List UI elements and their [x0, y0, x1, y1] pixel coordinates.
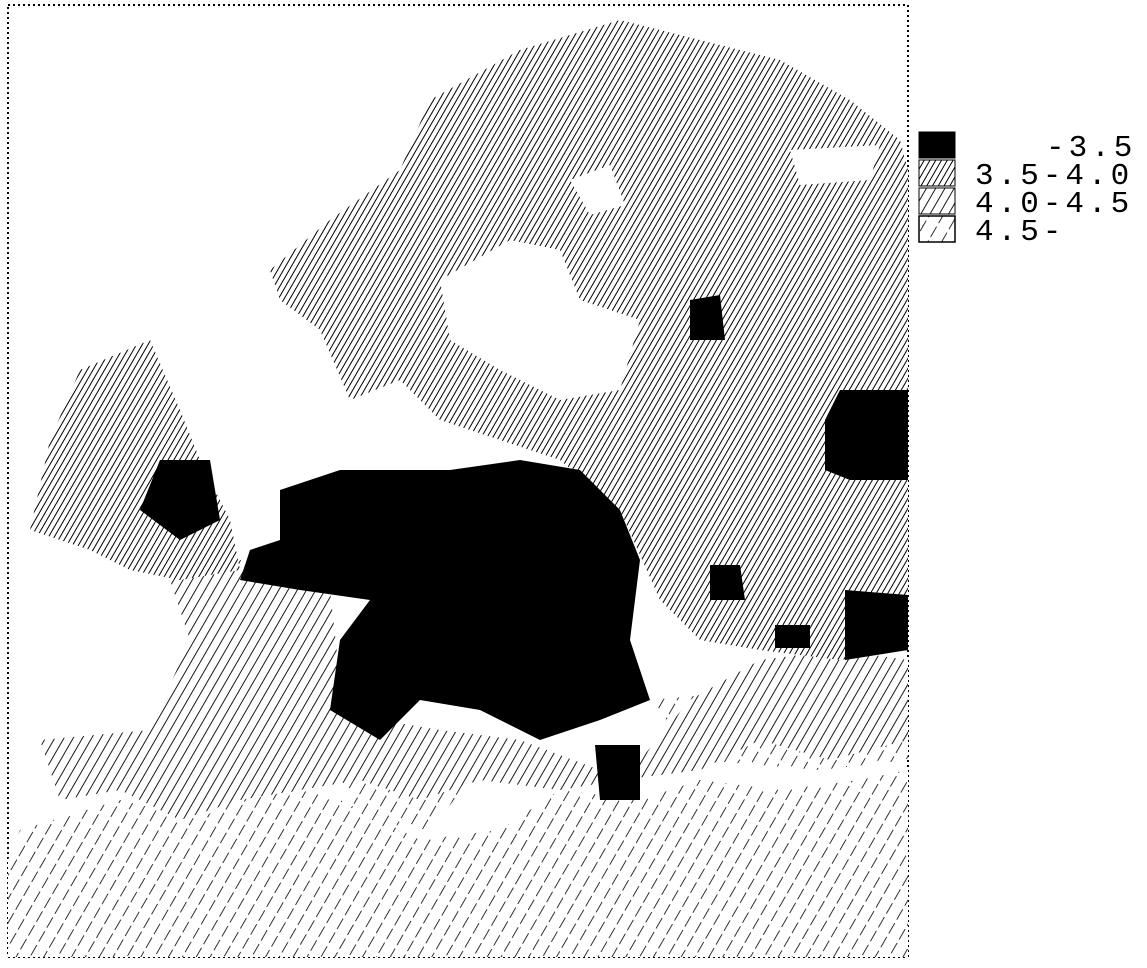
- region-gap: [790, 145, 880, 185]
- legend-swatch: [919, 160, 955, 186]
- legend: -3.5 3.5-4.0 4.0-4.5 4.5-: [919, 131, 1136, 250]
- region-black: [595, 745, 640, 800]
- region-black: [775, 625, 810, 648]
- legend-swatch: [919, 132, 955, 158]
- region-black: [710, 565, 745, 600]
- region-black: [690, 295, 725, 340]
- region-black: [845, 590, 908, 660]
- page: -3.5 3.5-4.0 4.0-4.5 4.5- (() => { const…: [0, 0, 1147, 963]
- legend-label: 4.5-: [975, 215, 1065, 250]
- region-black: [825, 390, 908, 480]
- legend-swatch: [919, 188, 955, 214]
- legend-swatch: [919, 216, 955, 242]
- map-figure: -3.5 3.5-4.0 4.0-4.5 4.5-: [0, 0, 1147, 963]
